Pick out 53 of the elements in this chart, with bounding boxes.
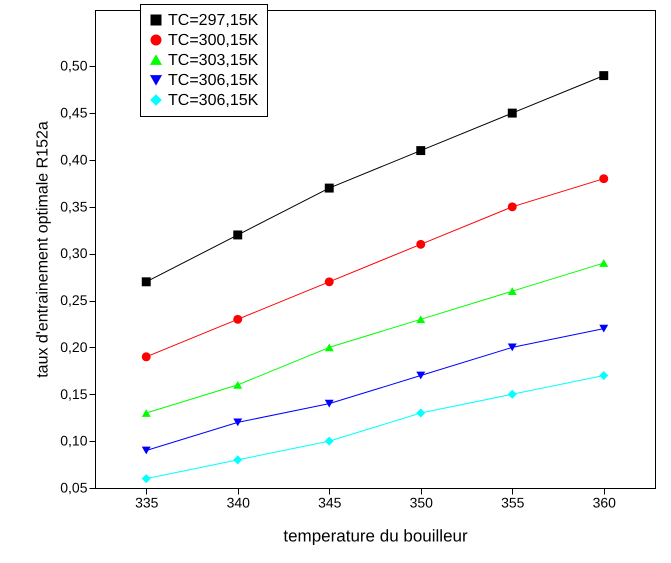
legend-label: TC=306,15K xyxy=(168,72,259,89)
point xyxy=(324,436,334,446)
point xyxy=(416,240,426,249)
y-tick-label: 0,20 xyxy=(60,338,88,355)
point xyxy=(233,455,242,464)
point xyxy=(508,344,517,352)
point xyxy=(233,314,242,324)
x-tick-label: 360 xyxy=(592,494,616,510)
point xyxy=(508,390,517,399)
point xyxy=(142,277,151,286)
point xyxy=(233,230,242,240)
legend-label: TC=303,15K xyxy=(168,52,259,69)
point xyxy=(324,184,334,193)
point xyxy=(599,371,608,380)
point xyxy=(233,381,242,389)
y-tick-label: 0,35 xyxy=(60,198,88,214)
point xyxy=(142,352,151,362)
y-tick-label: 0,50 xyxy=(60,58,88,74)
y-tick-label: 0,25 xyxy=(60,292,88,308)
point xyxy=(416,372,426,380)
x-tick-label: 345 xyxy=(318,494,342,510)
point xyxy=(599,71,608,80)
point xyxy=(142,446,151,454)
y-tick-label: 0,30 xyxy=(60,245,88,262)
point xyxy=(508,202,517,212)
point xyxy=(142,409,151,417)
legend-label: TC=306,15K xyxy=(168,92,259,109)
point xyxy=(508,287,517,296)
y-tick-label: 0,45 xyxy=(60,104,88,121)
point xyxy=(416,408,426,418)
point xyxy=(599,259,608,267)
y-tick-label: 0,05 xyxy=(60,480,88,496)
point xyxy=(324,344,334,352)
y-axis-title: taux d'entrainement optimale R152a xyxy=(34,121,52,378)
legend-label: TC=300,15K xyxy=(168,32,259,49)
point xyxy=(599,174,608,184)
x-tick-label: 350 xyxy=(410,494,434,510)
point xyxy=(324,400,334,408)
x-axis-title: temperature du bouilleur xyxy=(283,526,468,546)
y-tick-label: 0,10 xyxy=(60,432,88,449)
legend-label: TC=297,15K xyxy=(168,12,259,29)
y-tick-label: 0,40 xyxy=(60,151,88,168)
point xyxy=(416,315,426,324)
x-tick-label: 340 xyxy=(226,494,250,510)
point xyxy=(233,418,242,426)
point xyxy=(142,474,151,484)
point xyxy=(324,277,334,286)
y-tick-label: 0,15 xyxy=(60,386,88,402)
point xyxy=(599,324,608,333)
point xyxy=(416,146,426,156)
x-tick-label: 355 xyxy=(501,494,525,510)
x-tick-label: 335 xyxy=(135,494,159,510)
point xyxy=(508,108,517,118)
